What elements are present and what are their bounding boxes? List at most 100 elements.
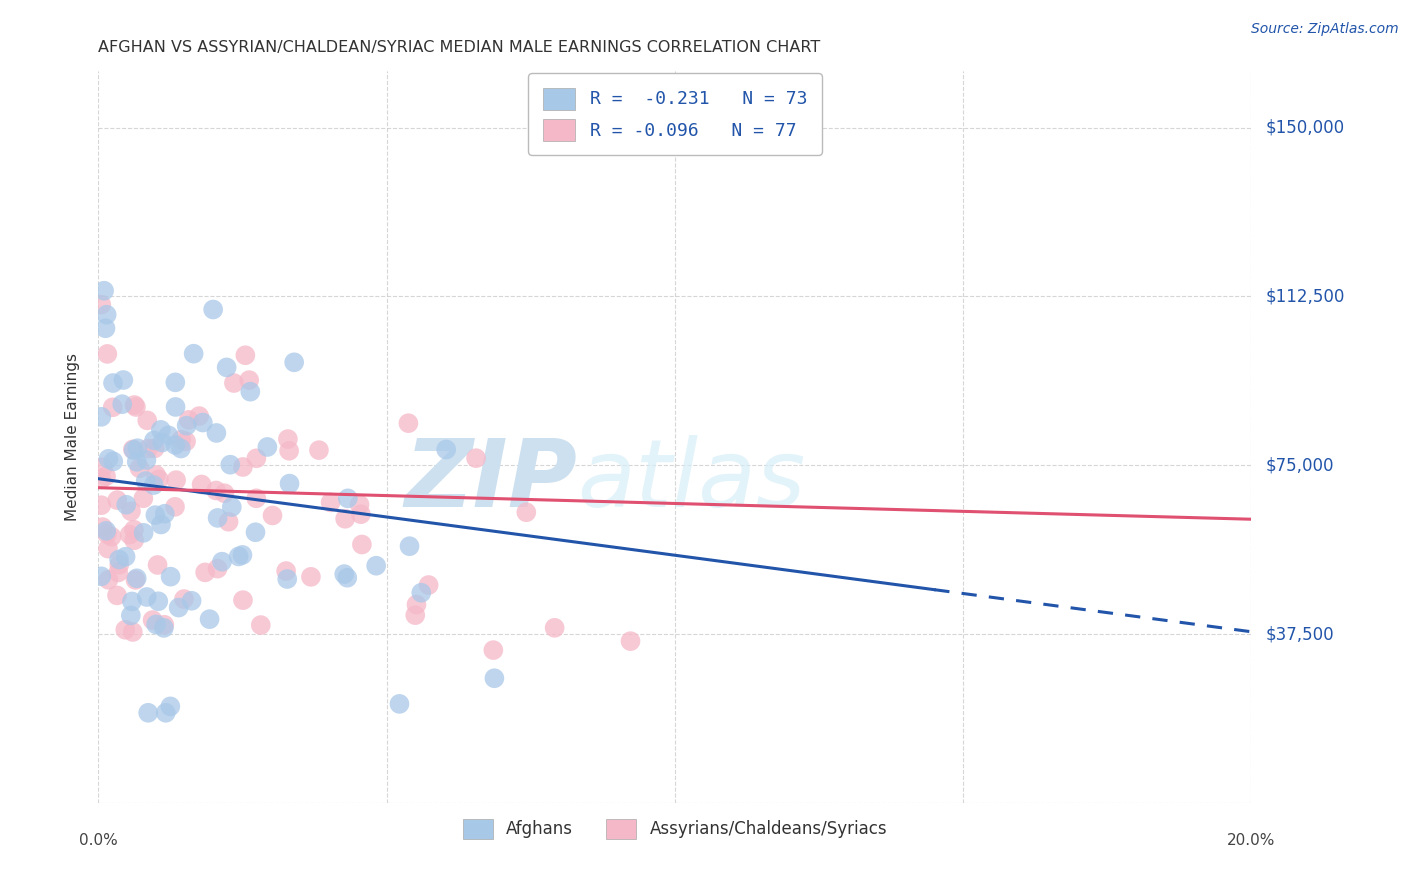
- Point: [232, 593, 254, 607]
- Text: 20.0%: 20.0%: [1227, 833, 1275, 848]
- Point: [333, 512, 356, 526]
- Point: [411, 586, 433, 600]
- Point: [165, 473, 187, 487]
- Point: [153, 617, 176, 632]
- Point: [165, 400, 187, 414]
- Point: [114, 623, 136, 637]
- Point: [143, 442, 166, 456]
- Point: [256, 440, 278, 454]
- Point: [214, 486, 236, 500]
- Point: [276, 564, 298, 578]
- Point: [93, 284, 115, 298]
- Point: [120, 608, 142, 623]
- Point: [245, 525, 267, 540]
- Point: [396, 416, 419, 430]
- Point: [121, 594, 143, 608]
- Point: [96, 524, 118, 538]
- Point: [418, 578, 440, 592]
- Point: [125, 400, 148, 414]
- Point: [221, 500, 243, 514]
- Point: [515, 505, 537, 519]
- Point: [299, 570, 322, 584]
- Point: [142, 478, 165, 492]
- Point: [180, 593, 202, 607]
- Point: [159, 569, 181, 583]
- Point: [207, 561, 229, 575]
- Point: [278, 443, 301, 458]
- Point: [484, 671, 506, 685]
- Point: [112, 373, 135, 387]
- Point: [405, 598, 427, 612]
- Point: [108, 558, 131, 572]
- Point: [142, 613, 165, 627]
- Point: [136, 413, 159, 427]
- Point: [132, 491, 155, 506]
- Point: [231, 548, 253, 562]
- Point: [153, 507, 176, 521]
- Point: [173, 592, 195, 607]
- Point: [333, 567, 356, 582]
- Point: [136, 706, 159, 720]
- Point: [176, 418, 198, 433]
- Point: [155, 706, 177, 720]
- Point: [122, 443, 145, 458]
- Point: [215, 360, 238, 375]
- Point: [165, 438, 187, 452]
- Point: [97, 541, 120, 556]
- Point: [211, 555, 233, 569]
- Point: [135, 474, 157, 488]
- Point: [202, 302, 225, 317]
- Text: Source: ZipAtlas.com: Source: ZipAtlas.com: [1251, 22, 1399, 37]
- Point: [96, 308, 118, 322]
- Point: [111, 397, 134, 411]
- Point: [135, 590, 157, 604]
- Point: [191, 416, 214, 430]
- Point: [94, 469, 117, 483]
- Point: [121, 442, 143, 457]
- Point: [277, 432, 299, 446]
- Point: [115, 498, 138, 512]
- Point: [118, 527, 141, 541]
- Point: [96, 347, 118, 361]
- Point: [262, 508, 284, 523]
- Point: [90, 472, 112, 486]
- Point: [114, 549, 136, 564]
- Point: [100, 530, 122, 544]
- Point: [101, 376, 124, 390]
- Point: [120, 504, 142, 518]
- Point: [308, 443, 330, 458]
- Point: [90, 409, 112, 424]
- Point: [336, 491, 359, 506]
- Text: $75,000: $75,000: [1265, 456, 1334, 475]
- Point: [103, 454, 125, 468]
- Point: [207, 511, 229, 525]
- Point: [122, 533, 145, 548]
- Text: atlas: atlas: [576, 435, 806, 526]
- Point: [336, 571, 359, 585]
- Point: [105, 588, 128, 602]
- Point: [90, 498, 112, 512]
- Point: [543, 621, 565, 635]
- Point: [366, 558, 388, 573]
- Point: [165, 376, 187, 390]
- Point: [148, 472, 170, 486]
- Point: [190, 477, 212, 491]
- Point: [163, 500, 186, 514]
- Point: [219, 458, 242, 472]
- Point: [105, 493, 128, 508]
- Point: [170, 442, 193, 456]
- Point: [136, 442, 159, 456]
- Point: [108, 552, 131, 566]
- Point: [159, 699, 181, 714]
- Legend: Afghans, Assyrians/Chaldeans/Syriacs: Afghans, Assyrians/Chaldeans/Syriacs: [456, 812, 894, 846]
- Point: [124, 573, 146, 587]
- Point: [125, 571, 148, 585]
- Point: [222, 376, 245, 390]
- Point: [245, 491, 267, 506]
- Point: [101, 401, 124, 415]
- Point: [97, 573, 120, 587]
- Point: [198, 612, 221, 626]
- Point: [90, 569, 112, 583]
- Text: $37,500: $37,500: [1265, 625, 1334, 643]
- Point: [91, 520, 114, 534]
